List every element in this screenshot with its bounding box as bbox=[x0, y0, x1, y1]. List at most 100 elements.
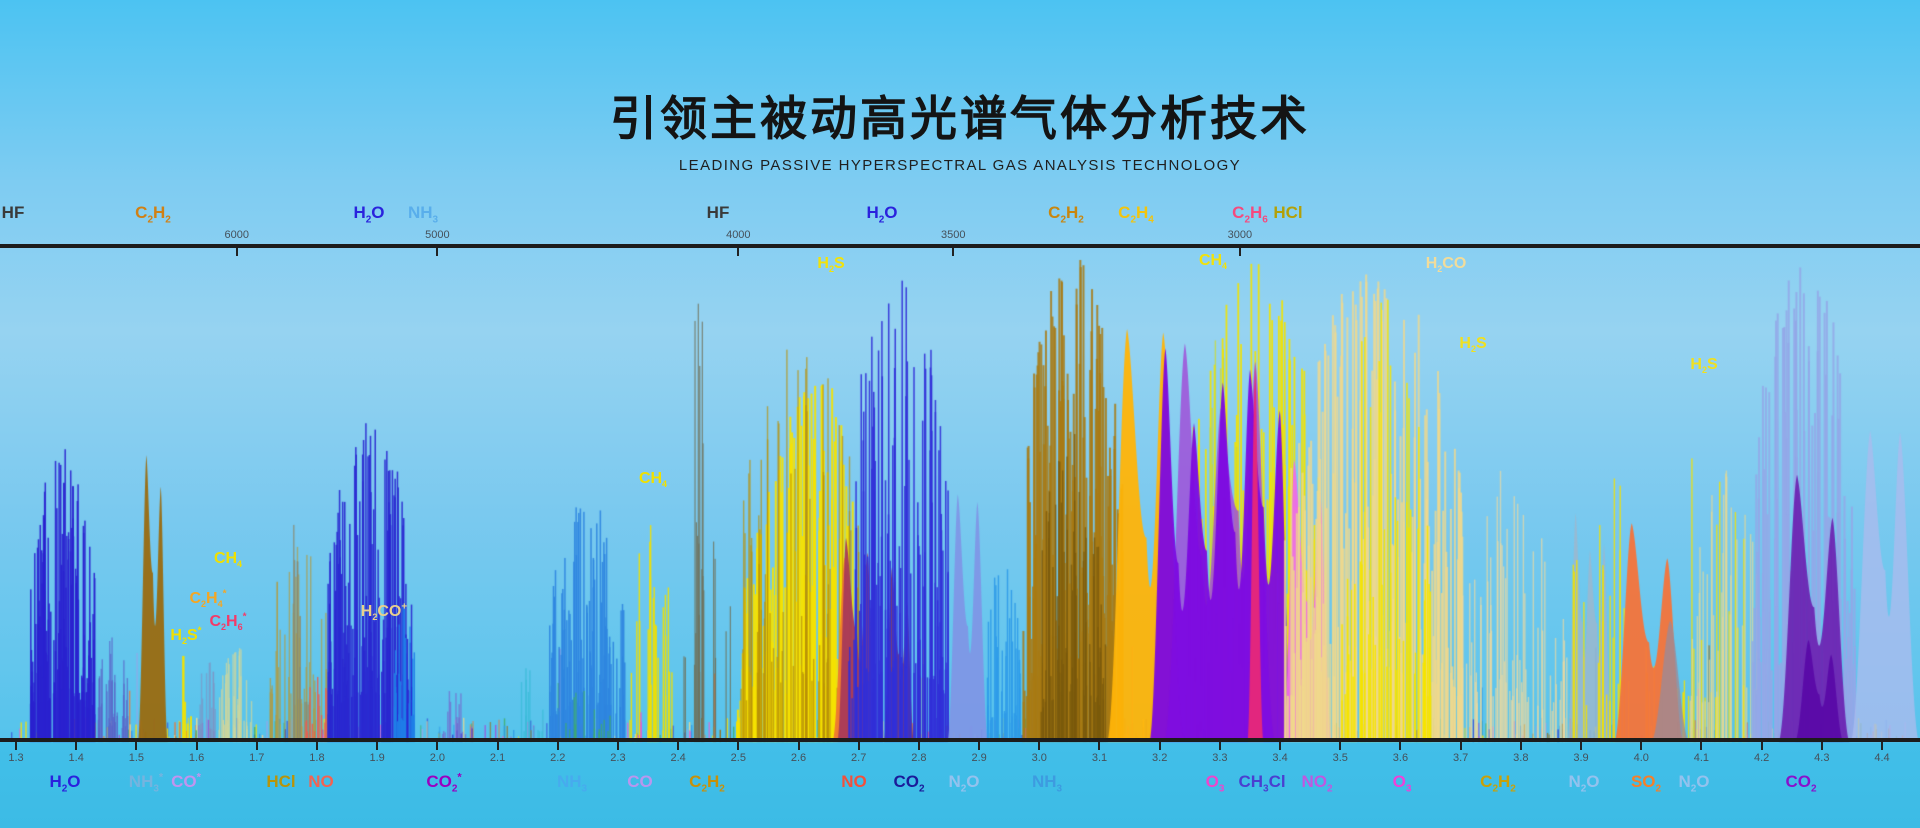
chart-label-gas: H2S bbox=[817, 255, 845, 275]
bottom-axis-tick-label: 2.0 bbox=[429, 752, 445, 764]
bottom-axis-tick-label: 2.5 bbox=[730, 752, 746, 764]
gas-label-top: H2O bbox=[353, 203, 385, 226]
gas-label-bottom: C2H2 bbox=[1480, 772, 1516, 795]
top-axis-tick-label: 3000 bbox=[1227, 229, 1253, 241]
gas-label-top: C2H2 bbox=[135, 203, 171, 226]
gas-label-bottom: C2H2 bbox=[689, 772, 725, 795]
bottom-axis-tick-label: 4.2 bbox=[1753, 752, 1770, 764]
bottom-axis-tick bbox=[1459, 742, 1462, 750]
chart-label-gas: C2H4* bbox=[189, 588, 227, 610]
top-axis-tick-label: 6000 bbox=[224, 229, 249, 241]
top-axis-line bbox=[0, 244, 1920, 248]
gas-label-bottom: N2O bbox=[1568, 772, 1600, 795]
bottom-axis-tick-label: 3.0 bbox=[1031, 752, 1047, 764]
bottom-axis-tick-label: 3.9 bbox=[1573, 752, 1589, 764]
bottom-axis-tick-label: 1.7 bbox=[249, 752, 265, 764]
bottom-axis-tick-label: 1.8 bbox=[309, 752, 325, 764]
bottom-axis-tick bbox=[496, 742, 499, 750]
gas-label-bottom: HCl bbox=[266, 772, 296, 791]
bottom-axis-tick bbox=[1640, 742, 1643, 750]
gas-label-bottom: CO* bbox=[171, 771, 201, 791]
gas-label-bottom: SO2 bbox=[1630, 772, 1662, 795]
bottom-axis-tick-label: 4.0 bbox=[1633, 752, 1649, 764]
gas-label-bottom: CH3Cl bbox=[1238, 772, 1286, 795]
bottom-axis-tick bbox=[1098, 742, 1101, 750]
gas-label-bottom: O3 bbox=[1392, 772, 1412, 795]
gas-label-top: NH3 bbox=[407, 203, 439, 226]
bottom-axis-tick-label: 4.3 bbox=[1814, 752, 1830, 764]
bottom-axis-tick bbox=[737, 742, 740, 750]
bottom-axis-tick-label: 3.8 bbox=[1513, 752, 1529, 764]
gas-label-top: C2H2 bbox=[1048, 203, 1084, 226]
bottom-axis-tick-label: 2.7 bbox=[851, 752, 867, 764]
bottom-axis-tick bbox=[1339, 742, 1342, 750]
page-subtitle: LEADING PASSIVE HYPERSPECTRAL GAS ANALYS… bbox=[678, 157, 1242, 174]
bottom-axis-tick-label: 2.9 bbox=[971, 752, 987, 764]
bottom-axis-tick-label: 2.6 bbox=[790, 752, 807, 764]
bottom-axis-tick bbox=[978, 742, 981, 750]
gas-label-bottom: CO2 bbox=[893, 772, 925, 795]
bottom-axis-tick bbox=[15, 742, 17, 750]
bottom-axis-tick bbox=[135, 742, 138, 750]
bottom-axis-tick bbox=[1580, 742, 1583, 750]
bottom-axis-tick-label: 2.8 bbox=[911, 752, 927, 764]
top-axis-tick bbox=[235, 248, 238, 256]
bottom-axis-tick-label: 1.9 bbox=[369, 752, 385, 764]
bottom-axis-tick bbox=[1700, 742, 1703, 750]
gas-label-top: HF bbox=[706, 203, 730, 222]
top-axis-tick bbox=[436, 248, 439, 256]
bottom-axis-tick-label: 1.3 bbox=[8, 752, 24, 764]
bottom-axis-tick-label: 1.6 bbox=[188, 752, 205, 764]
page-title: 引领主被动高光谱气体分析技术 bbox=[610, 92, 1310, 145]
top-axis-tick-label: 4000 bbox=[726, 229, 751, 241]
gas-label-bottom: NH3* bbox=[128, 771, 164, 795]
bottom-axis-tick bbox=[677, 742, 680, 750]
gas-label-top: HCl bbox=[1273, 203, 1303, 222]
gas-label-bottom: CO2* bbox=[426, 771, 462, 795]
bottom-axis-tick bbox=[616, 742, 619, 750]
bottom-axis-tick bbox=[917, 742, 920, 750]
bottom-axis-tick bbox=[75, 742, 78, 750]
chart-label-gas: H2S* bbox=[170, 625, 202, 647]
bottom-axis-tick-label: 3.2 bbox=[1152, 752, 1168, 764]
bottom-axis-tick bbox=[255, 742, 258, 750]
bottom-axis-tick-label: 2.3 bbox=[610, 752, 626, 764]
top-axis-tick bbox=[1238, 248, 1241, 256]
gas-label-top: HF bbox=[1, 203, 25, 222]
bottom-axis-tick-label: 4.1 bbox=[1693, 752, 1710, 764]
chart-label-gas: H2CO bbox=[1425, 255, 1467, 275]
gas-label-bottom: NH3 bbox=[1031, 772, 1063, 795]
gas-label-bottom: N2O bbox=[1678, 772, 1710, 795]
bottom-axis-tick bbox=[1399, 742, 1402, 750]
bottom-axis-tick bbox=[195, 742, 198, 750]
bottom-axis-tick-label: 3.3 bbox=[1212, 752, 1228, 764]
chart-label-gas: H2S bbox=[1459, 335, 1487, 355]
chart-label-gas: CH4 bbox=[1198, 252, 1228, 272]
chart-label-gas: CH4 bbox=[213, 550, 243, 570]
gas-label-bottom: H2O bbox=[49, 772, 81, 795]
bottom-axis-tick-label: 1.5 bbox=[128, 752, 145, 764]
bottom-axis-line bbox=[0, 738, 1920, 742]
top-axis-tick-label: 5000 bbox=[425, 229, 450, 241]
bottom-axis-tick-label: 1.4 bbox=[68, 752, 84, 764]
gas-label-top: H2O bbox=[866, 203, 898, 226]
bottom-axis-tick-label: 2.4 bbox=[670, 752, 686, 764]
bottom-axis-tick-label: 4.4 bbox=[1874, 752, 1890, 764]
bottom-axis-tick bbox=[315, 742, 318, 750]
bottom-axis-tick bbox=[857, 742, 860, 750]
chart-label-gas: CH4 bbox=[638, 470, 668, 490]
gas-label-bottom: N2O bbox=[948, 772, 980, 795]
bottom-axis-tick-label: 3.5 bbox=[1332, 752, 1348, 764]
bottom-axis-tick-label: 3.1 bbox=[1091, 752, 1108, 764]
top-axis-tick bbox=[952, 248, 955, 256]
gas-label-bottom: NH3 bbox=[556, 772, 588, 795]
bottom-axis-tick bbox=[1760, 742, 1763, 750]
gas-label-top: C2H4 bbox=[1118, 203, 1154, 226]
bottom-axis-tick bbox=[797, 742, 800, 750]
bottom-axis-tick-label: 3.7 bbox=[1452, 752, 1469, 764]
bottom-axis-tick bbox=[556, 742, 559, 750]
bottom-axis-tick bbox=[1881, 742, 1883, 750]
top-axis-tick-label: 3500 bbox=[941, 229, 966, 241]
